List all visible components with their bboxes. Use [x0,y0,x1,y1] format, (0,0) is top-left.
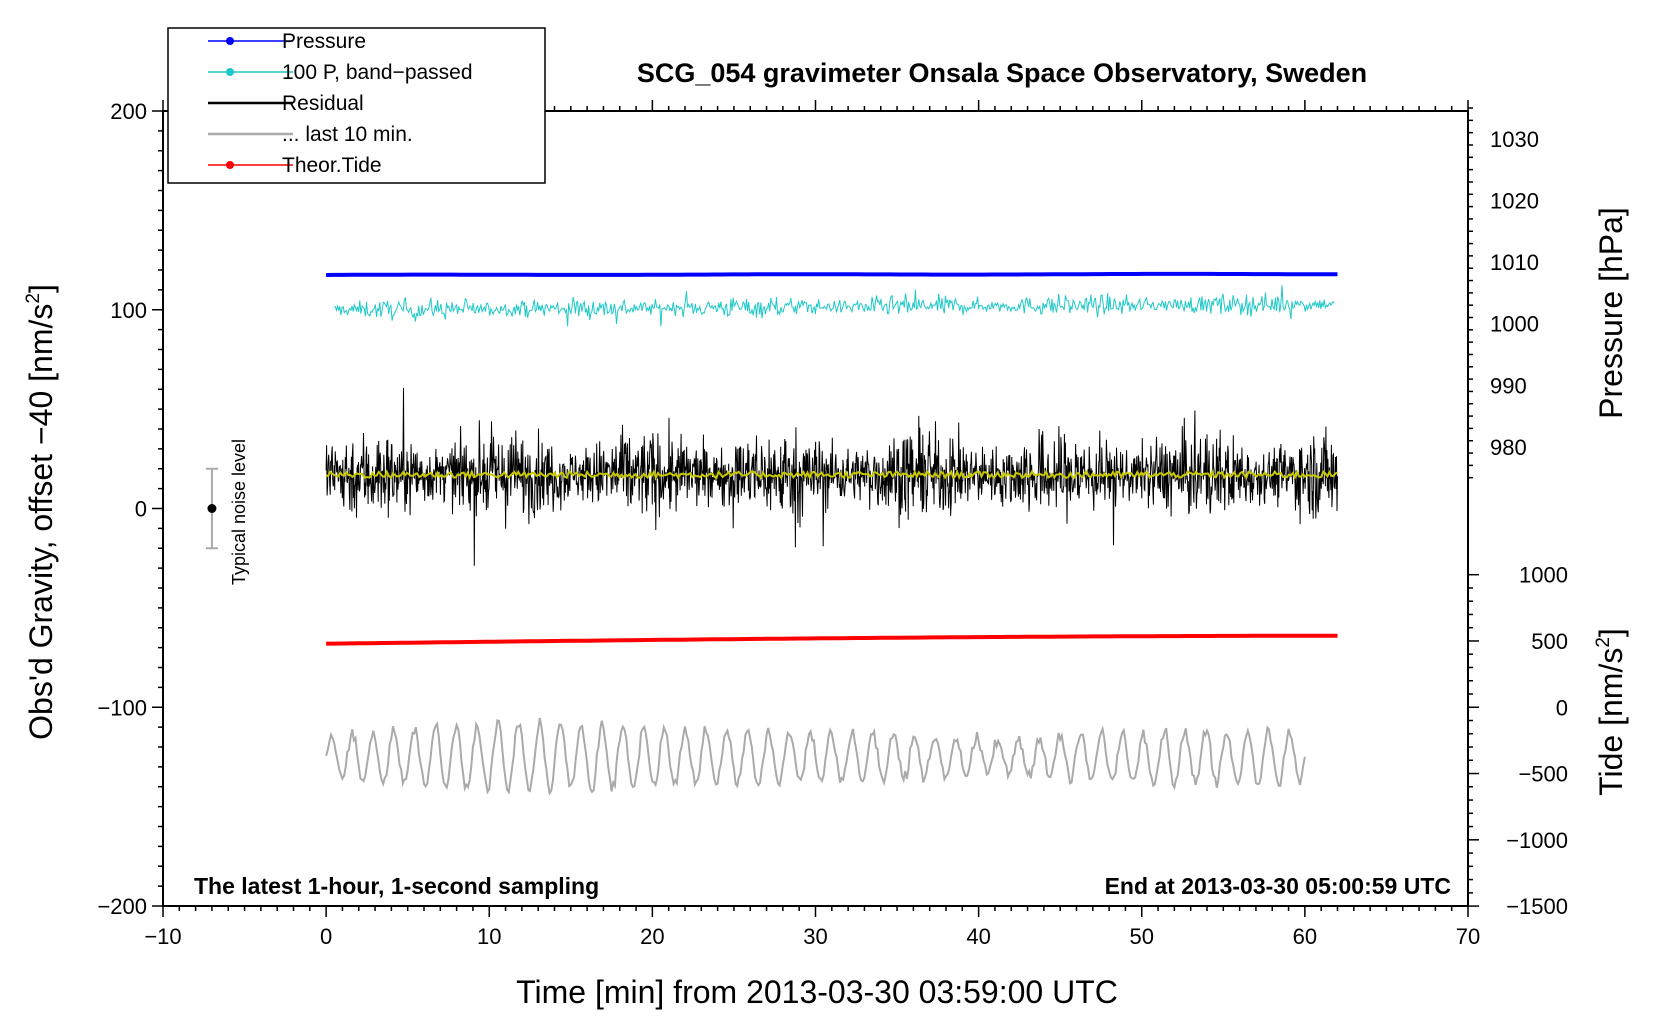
y-axis-title-superscript: 2 [23,293,44,304]
legend-swatch-marker [226,161,234,169]
noise-level-layer [205,467,218,550]
tide-tick-label: −1500 [1506,894,1568,919]
y-tick-label: −100 [97,695,147,720]
traces-layer [325,271,1338,796]
x-tick-label: 30 [803,924,827,949]
legend: Pressure 100 P, band−passed Residual ... la… [167,27,546,184]
y-axis-title-main: Obs'd Gravity, offset −40 [nm/s [23,304,59,740]
ticks-layer: −10 0 10 20 30 40 50 60 70−200−10001002009809901… [97,99,1568,949]
plot-area-frame [162,110,1469,907]
tide-tick-label: −1000 [1506,828,1568,853]
legend-box [167,27,546,184]
x-tick-label: 50 [1130,924,1154,949]
pressure-tick-label: 980 [1490,435,1527,460]
tide-axis-title: Tide [nm/s2] [1593,628,1629,796]
y-axis-title: Obs'd Gravity, offset −40 [nm/s2] [23,284,59,740]
tide-axis-title-main: Tide [nm/s [1593,648,1629,796]
chart-title: SCG_054 gravimeter Onsala Space Observat… [637,58,1367,88]
series-tide-line [326,633,1338,646]
x-tick-label: 20 [640,924,664,949]
tide-tick-label: 1000 [1519,563,1568,588]
x-tick-label: 60 [1293,924,1317,949]
pressure-tick-label: 1020 [1490,188,1539,213]
series-residual-smoothed-line [325,468,1338,481]
pressure-axis-title: Pressure [hPa] [1593,207,1629,419]
y-tick-label: −200 [97,894,147,919]
pressure-tick-label: 990 [1490,373,1527,398]
noise-bar-dot [207,504,217,513]
tide-axis-title-superscript: 2 [1593,637,1614,648]
series-pressure-line [326,271,1338,277]
legend-label: Theor.Tide [282,154,382,177]
plot-frame-layer [162,110,1469,907]
legend-swatch-marker [226,68,234,76]
y-tick-label: 200 [110,99,147,124]
noise-level-label: Typical noise level [229,439,249,585]
legend-label: Residual [282,92,364,115]
series-band-passed-line [334,285,1335,327]
annotation-right: End at 2013-03-30 05:00:59 UTC [1105,873,1451,899]
tide-tick-label: 0 [1556,695,1568,720]
legend-label: ... last 10 min. [282,123,413,146]
pressure-tick-label: 1010 [1490,250,1539,275]
legend-label: 100 P, band−passed [282,61,473,84]
y-axis-title-end: ] [23,284,59,293]
x-tick-label: 10 [477,924,501,949]
pressure-tick-label: 1030 [1490,127,1539,152]
tide-axis-title-end: ] [1593,628,1629,637]
pressure-tick-label: 1000 [1490,312,1539,337]
x-tick-label: 70 [1456,924,1480,949]
legend-label: Pressure [282,30,366,53]
x-tick-label: 0 [320,924,332,949]
annotation-left: The latest 1-hour, 1-second sampling [194,873,599,899]
series-residual-line [325,387,1338,566]
tide-tick-label: 500 [1531,629,1568,654]
y-tick-label: 100 [110,298,147,323]
x-tick-label: 40 [966,924,990,949]
legend-swatch-marker [226,37,234,45]
x-tick-label: −10 [144,924,181,949]
y-tick-label: 0 [135,497,147,522]
x-axis-title: Time [min] from 2013-03-30 03:59:00 UTC [516,974,1118,1010]
series-last-10-min-line [325,717,1306,796]
tide-tick-label: −500 [1518,762,1568,787]
